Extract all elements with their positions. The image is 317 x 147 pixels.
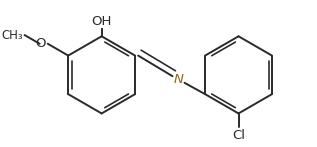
Text: CH₃: CH₃ (2, 29, 23, 42)
Text: O: O (35, 37, 45, 50)
Text: Cl: Cl (232, 129, 245, 142)
Text: OH: OH (91, 15, 112, 28)
Text: N: N (173, 73, 184, 86)
